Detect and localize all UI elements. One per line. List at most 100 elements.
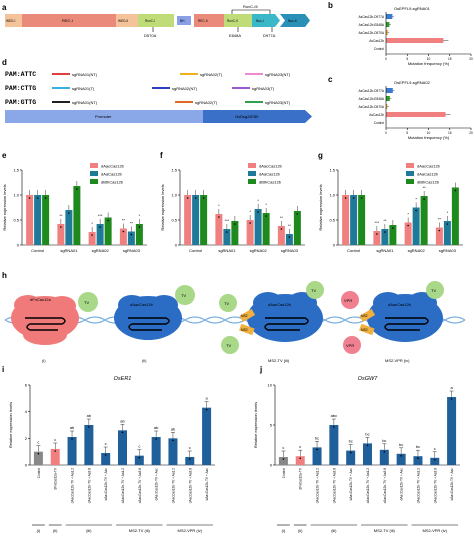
data-point — [205, 408, 208, 411]
guide-label: sgRNA03(NT) — [265, 100, 291, 105]
legend-label: dBthCas12b — [259, 180, 282, 185]
group-label: (iii) — [331, 528, 337, 533]
x-tick-label: dAacCas12b-TV + Aa1.2 — [121, 468, 125, 503]
x-tick-label: sgRNA01 — [376, 248, 394, 253]
x-tick-label: dAacCas12b-TV + Aa3.8 — [138, 468, 142, 503]
category-label: Control — [374, 121, 385, 125]
x-tick-label: 5 — [406, 131, 408, 135]
bar — [278, 457, 288, 465]
significance-marker: *** — [98, 213, 103, 218]
ms2-label: MS2 — [241, 328, 248, 332]
data-point — [99, 226, 101, 228]
chart-title: OsEPFL9-sgRNA02 — [394, 80, 431, 85]
y-tick-label: 1.5 — [171, 168, 177, 173]
y-tick-label: 0 — [25, 463, 28, 468]
bar — [67, 437, 77, 465]
bar — [412, 207, 420, 245]
data-point — [344, 197, 347, 199]
domain-label-ruvc3: RuvC-III — [243, 4, 258, 9]
letter-label: ab — [154, 425, 159, 430]
data-point — [188, 458, 191, 460]
domain-ruvc2 — [224, 14, 252, 27]
x-tick-label: sgRNA02 — [408, 248, 426, 253]
x-tick-label: Control — [282, 468, 286, 479]
guide-rna — [264, 317, 309, 331]
significance-marker: ** — [423, 185, 427, 190]
x-tick-label: dAacCas12b-TV + Aa3.8 — [332, 468, 336, 503]
guide-label: sgRNA02(T) — [195, 100, 218, 105]
y-axis-label: Relative expression levels — [318, 184, 323, 230]
y-tick-label: 0 — [17, 243, 20, 248]
bar — [184, 195, 192, 245]
guide-label: sgRNA03(NT) — [265, 72, 291, 77]
y-tick-label: 1.0 — [13, 193, 19, 198]
vpr-effector — [343, 336, 361, 354]
domain-label-rec2: REC-II — [198, 19, 208, 23]
significance-marker: ** — [438, 217, 442, 222]
x-tick-label: Control — [31, 248, 44, 253]
protein-cloud — [287, 292, 317, 314]
significance-marker: ** — [280, 215, 284, 220]
category-label: AsCas12b-D570A — [358, 105, 384, 109]
letter-label: bc — [315, 435, 319, 440]
bar — [386, 112, 446, 117]
legend-swatch — [406, 179, 414, 184]
significance-marker: ** — [161, 0, 165, 1]
protein-label: dAacCas12b — [130, 302, 154, 307]
legend-swatch — [406, 163, 414, 168]
mutation-d977a: D977A — [263, 33, 276, 38]
y-tick-label: 5 — [270, 423, 273, 428]
bar — [231, 221, 239, 245]
bar — [57, 224, 65, 245]
ms2-block — [239, 308, 256, 322]
bar — [277, 226, 285, 245]
domain-label-nuc1: Nuc-I — [256, 19, 264, 23]
bar — [386, 88, 393, 93]
group-label: MS2-VPR (iv) — [423, 528, 448, 533]
tv-effector — [219, 294, 237, 312]
bar — [386, 14, 393, 19]
letter-label: c — [138, 444, 140, 449]
x-tick-label: dAacCas12b-TV + Aa3.8 — [433, 468, 437, 503]
bar — [420, 196, 428, 245]
letter-label: bc — [382, 438, 386, 443]
legend-label: dAaCas12b — [101, 172, 123, 177]
y-tick-label: 0.5 — [171, 218, 177, 223]
cas-complex-iv: dAacCas12b MS2 MS2 VPR VPR TV MS2-VPR (i… — [341, 281, 444, 363]
tv-effector — [175, 285, 195, 305]
x-tick-label: dAacCas12b-TV + Aa1.2 — [416, 468, 420, 503]
significance-marker: * — [139, 213, 141, 218]
data-point — [446, 223, 449, 225]
bar — [33, 451, 43, 465]
bar — [34, 195, 42, 245]
bar — [386, 104, 388, 109]
bar — [435, 227, 443, 245]
promoter-region — [5, 110, 203, 123]
data-point — [423, 198, 425, 200]
group-label: (i) — [282, 528, 286, 533]
data-point — [60, 226, 62, 228]
data-point — [226, 231, 228, 233]
significance-marker: ** — [130, 221, 134, 226]
bar — [373, 231, 381, 245]
gene-title: OsER1 — [114, 376, 132, 382]
data-point — [37, 452, 40, 455]
letter-label: ab — [87, 413, 92, 418]
bar — [65, 210, 73, 245]
promoter-label: Promoter — [95, 114, 112, 119]
bar — [329, 425, 339, 465]
legend-label: dBthCas12b — [101, 180, 124, 185]
y-tick-label: 1.5 — [329, 168, 335, 173]
x-axis-label: Mutation frequency (%) — [408, 61, 450, 66]
letter-label: bc — [365, 431, 369, 436]
letter-label: ab — [70, 425, 75, 430]
data-point — [36, 197, 39, 199]
guide-label: sgRNA02(NT) — [172, 86, 198, 91]
x-tick-label: 20 — [469, 57, 473, 61]
x-tick-label: 5 — [406, 57, 408, 61]
guide-label: sgRNA01(T) — [72, 86, 95, 91]
significance-marker: *** — [375, 220, 380, 225]
bar — [134, 455, 144, 465]
bar — [215, 214, 223, 245]
x-tick-label: Control — [347, 248, 360, 253]
